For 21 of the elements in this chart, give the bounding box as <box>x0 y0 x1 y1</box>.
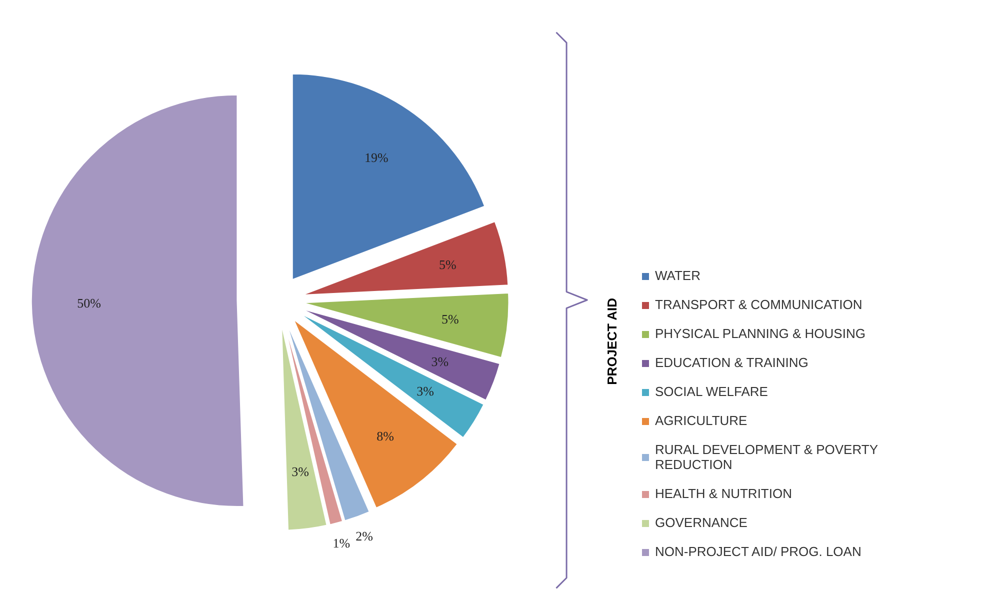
data-label: 3% <box>416 384 434 399</box>
data-label: 19% <box>364 150 389 166</box>
data-label: 8% <box>376 428 394 444</box>
data-label: 1% <box>332 536 350 551</box>
legend-label: RURAL DEVELOPMENT & POVERTY REDUCTION <box>655 442 878 472</box>
legend-label: NON-PROJECT AID/ PROG. LOAN <box>655 544 862 559</box>
legend-label: PHYSICAL PLANNING & HOUSING <box>655 326 866 341</box>
legend-label: SOCIAL WELFARE <box>655 384 768 399</box>
data-label: 3% <box>292 464 310 480</box>
legend-label: EDUCATION & TRAINING <box>655 355 808 370</box>
data-label: 3% <box>431 354 449 370</box>
data-label: 5% <box>442 312 460 327</box>
legend-label: TRANSPORT & COMMUNICATION <box>655 297 862 312</box>
legend-label: WATER <box>655 268 700 283</box>
data-label: 5% <box>438 257 456 272</box>
data-label: 2% <box>356 528 374 544</box>
text: PROJECT AID <box>604 298 620 385</box>
legend-label: HEALTH & NUTRITION <box>655 486 792 501</box>
legend-label: AGRICULTURE <box>655 413 748 428</box>
data-label: 50% <box>77 296 102 311</box>
legend-label: GOVERNANCE <box>655 515 748 530</box>
